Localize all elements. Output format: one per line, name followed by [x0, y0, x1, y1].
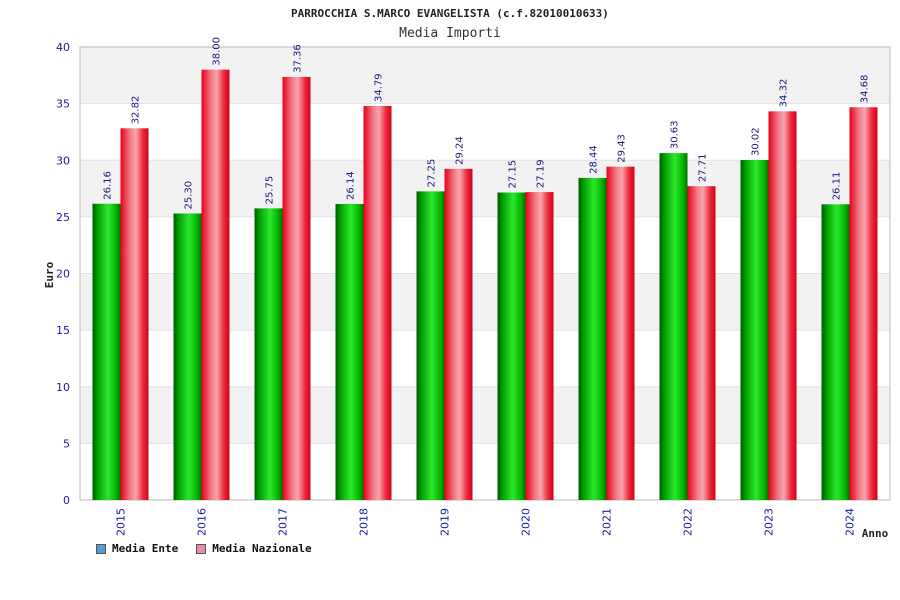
- bar-media-nazionale: [849, 107, 878, 501]
- data-label-media-ente: 30.02: [751, 127, 762, 156]
- data-label-media-ente: 26.14: [346, 171, 357, 200]
- y-tick-label: 30: [56, 154, 70, 167]
- plot-frame: [79, 46, 891, 501]
- x-tick-label: 2019: [439, 508, 452, 536]
- data-label-media-ente: 26.16: [103, 171, 114, 200]
- bar-media-ente: [92, 203, 121, 500]
- legend-swatch-nazionale: [196, 543, 207, 554]
- bar-media-ente: [578, 177, 607, 501]
- data-label-media-nazionale: 29.24: [455, 136, 466, 165]
- data-label-media-ente: 27.15: [508, 160, 519, 189]
- data-label-media-nazionale: 29.43: [617, 134, 628, 163]
- bar-media-nazionale: [201, 69, 230, 501]
- y-tick-label: 5: [63, 437, 70, 450]
- bar-media-nazionale: [606, 166, 635, 500]
- bars: 26.16 32.82 25.30 38.00 25.75 37.36 26.14 34.79…: [92, 37, 878, 501]
- x-tick-label: 2017: [277, 508, 290, 536]
- x-tick-label: 2022: [682, 508, 695, 536]
- bar-media-ente: [821, 204, 850, 500]
- legend-label-nazionale: Media Nazionale: [212, 542, 312, 555]
- bar-media-nazionale: [525, 192, 554, 501]
- x-tick-label: 2021: [601, 508, 614, 536]
- data-label-media-nazionale: 34.79: [374, 73, 385, 102]
- y-tick-label: 25: [56, 211, 70, 224]
- y-axis-ticks: 0 5 10 15 20 25 30 35 40: [56, 41, 70, 507]
- legend-swatch-ente: [96, 543, 106, 554]
- y-tick-label: 0: [63, 494, 70, 507]
- x-tick-label: 2018: [358, 508, 371, 536]
- bar-media-ente: [173, 213, 202, 501]
- data-label-media-nazionale: 34.68: [860, 75, 871, 104]
- legend: Media Ente Media Nazionale: [96, 542, 312, 555]
- bar-media-ente: [659, 153, 688, 501]
- data-label-media-ente: 25.75: [265, 176, 276, 205]
- x-axis-ticks: 2015 2016 2017 2018 2019 2020 2021 2022 2023 2024: [115, 508, 857, 536]
- data-label-media-ente: 30.63: [670, 120, 681, 149]
- bar-media-ente: [740, 160, 769, 500]
- y-axis-label: Euro: [43, 261, 56, 288]
- y-tick-label: 35: [56, 98, 70, 111]
- data-label-media-nazionale: 32.82: [131, 96, 142, 125]
- x-tick-label: 2024: [844, 508, 857, 536]
- data-label-media-nazionale: 27.19: [536, 159, 547, 188]
- y-tick-label: 20: [56, 268, 70, 281]
- data-label-media-ente: 28.44: [589, 145, 600, 174]
- bar-media-ente: [254, 208, 283, 500]
- data-label-media-nazionale: 37.36: [293, 44, 304, 73]
- data-label-media-nazionale: 27.71: [698, 154, 709, 183]
- legend-item-media-nazionale: Media Nazionale: [196, 542, 312, 555]
- legend-item-media-ente: Media Ente: [96, 542, 178, 555]
- x-axis-label: Anno: [862, 527, 889, 540]
- bar-media-nazionale: [687, 186, 716, 500]
- x-tick-label: 2015: [115, 508, 128, 536]
- chart-subtitle: Media Importi: [399, 26, 501, 41]
- bar-media-ente: [335, 203, 364, 501]
- bar-media-nazionale: [282, 76, 311, 500]
- y-tick-label: 10: [56, 381, 70, 394]
- data-label-media-ente: 27.25: [427, 159, 438, 188]
- chart-title: PARROCCHIA S.MARCO EVANGELISTA (c.f.8201…: [291, 7, 609, 20]
- y-tick-label: 40: [56, 41, 70, 54]
- legend-label-ente: Media Ente: [112, 542, 179, 555]
- bar-media-nazionale: [120, 128, 149, 500]
- y-tick-label: 15: [56, 324, 70, 337]
- bar-media-ente: [497, 192, 526, 500]
- data-label-media-ente: 25.30: [184, 181, 195, 210]
- bar-media-nazionale: [768, 111, 797, 501]
- data-label-media-nazionale: 38.00: [212, 37, 223, 66]
- bar-media-nazionale: [444, 168, 473, 500]
- data-label-media-ente: 26.11: [832, 172, 843, 201]
- x-tick-label: 2023: [763, 508, 776, 536]
- x-tick-label: 2016: [196, 508, 209, 536]
- data-label-media-nazionale: 34.32: [779, 79, 790, 108]
- bar-media-ente: [416, 191, 445, 501]
- bar-media-nazionale: [363, 106, 392, 501]
- x-tick-label: 2020: [520, 508, 533, 536]
